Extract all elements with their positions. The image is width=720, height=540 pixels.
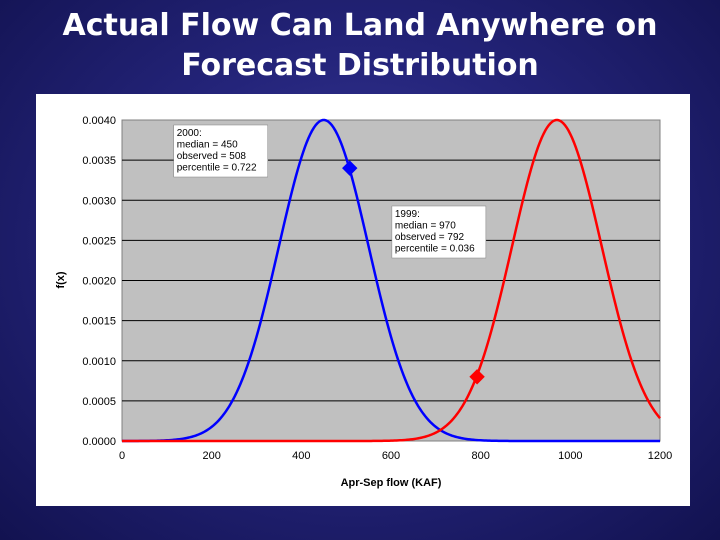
slide-title-line-2: Forecast Distribution (181, 48, 539, 83)
y-tick-label: 0.0000 (82, 436, 116, 448)
chart-panel: 2000: median = 450 observed = 508 percentil… (36, 94, 690, 506)
x-tick-label: 1200 (648, 450, 672, 462)
observed-marker-1 (469, 369, 485, 385)
annotation-line: 1999: (395, 209, 420, 220)
annotation-line: median = 450 (177, 140, 238, 151)
annotation-background (173, 124, 268, 178)
annotation-background (391, 205, 487, 259)
observed-markers (342, 160, 485, 385)
y-tick-label: 0.0025 (82, 235, 116, 247)
y-axis-title: f(x) (55, 271, 67, 288)
y-tick-label: 0.0040 (82, 115, 116, 127)
y-tick-label: 0.0015 (82, 316, 116, 328)
x-tick-label: 1000 (558, 450, 582, 462)
annotation-line: percentile = 0.722 (177, 163, 257, 174)
annotation-line: percentile = 0.036 (395, 244, 475, 255)
distribution-curves (121, 118, 661, 443)
x-tick-label: 200 (202, 450, 220, 462)
y-tick-label: 0.0005 (82, 396, 116, 408)
series-line-0 (121, 118, 660, 443)
x-tick-label: 600 (382, 450, 400, 462)
slide-title-line-1: Actual Flow Can Land Anywhere on (62, 8, 658, 43)
x-tick-label: 800 (471, 450, 489, 462)
y-tick-label: 0.0020 (82, 276, 116, 288)
annotation-line: 2000: (177, 128, 202, 139)
x-tick-label: 400 (292, 450, 310, 462)
slide-title: Actual Flow Can Land Anywhere on Forecas… (0, 6, 720, 86)
y-tick-label: 0.0035 (82, 155, 116, 167)
annotation-line: observed = 508 (177, 151, 247, 162)
series-line-1 (122, 118, 661, 443)
x-axis-title: Apr-Sep flow (KAF) (341, 477, 442, 489)
tick-labels: 0.0000 0.0005 0.0010 0.0015 0.0020 0.0025 0.00… (82, 115, 672, 462)
annotation-line: median = 970 (395, 221, 456, 232)
grid-lines (122, 159, 660, 402)
observed-marker-0 (342, 160, 358, 176)
y-tick-label: 0.0010 (82, 356, 116, 368)
x-tick-label: 0 (119, 450, 125, 462)
y-tick-label: 0.0030 (82, 195, 116, 207)
annotation-line: observed = 792 (395, 232, 465, 243)
